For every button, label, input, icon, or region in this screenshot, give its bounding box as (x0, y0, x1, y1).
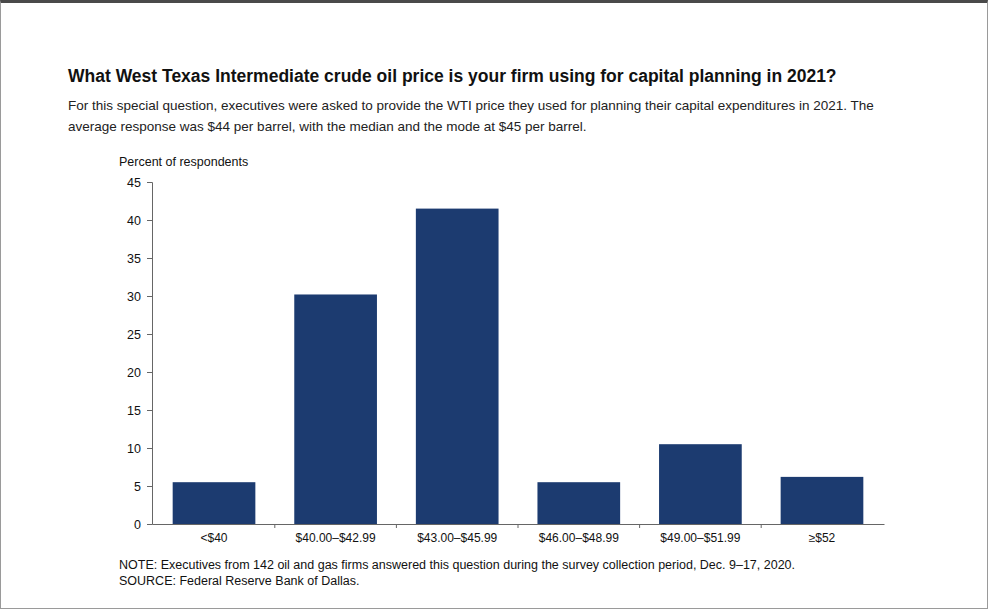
subtitle: average response was $44 per barrel, wit… (68, 119, 587, 134)
x-separator (396, 524, 397, 528)
y-tick-label: 20 (127, 366, 141, 380)
bar (537, 482, 620, 524)
y-tick-label: 15 (127, 404, 141, 418)
bars (173, 209, 864, 524)
y-tick-mark (147, 410, 152, 411)
x-tick-label: <$40 (200, 531, 227, 545)
y-tick-label: 35 (127, 252, 141, 266)
note: NOTE: Executives from 142 oil and gas fi… (119, 558, 795, 572)
x-separator (274, 524, 275, 528)
x-tick: $40.00–$42.99 (296, 524, 376, 545)
title: What West Texas Intermediate crude oil p… (68, 66, 837, 86)
bar (416, 209, 499, 524)
y-axis-line (147, 183, 153, 525)
y-tick: 40 (127, 214, 152, 228)
y-tick-label: 40 (127, 214, 141, 228)
y-tick: 20 (127, 366, 152, 380)
x-tick-label: $49.00–$51.99 (660, 531, 740, 545)
x-separator (761, 524, 762, 528)
y-axis-title: Percent of respondents (119, 155, 248, 169)
x-tick-label: $43.00–$45.99 (417, 531, 497, 545)
y-tick: 35 (127, 252, 152, 266)
y-tick-label: 10 (127, 442, 141, 456)
x-tick: $49.00–$51.99 (660, 524, 740, 545)
x-tick-label: $40.00–$42.99 (296, 531, 376, 545)
y-tick-mark (147, 182, 152, 183)
y-axis: 0 5 10 15 20 25 30 35 40 45 (127, 176, 152, 532)
y-tick: 15 (127, 404, 152, 418)
y-tick-mark (147, 448, 152, 449)
bar (173, 482, 256, 524)
y-tick-mark (147, 524, 152, 525)
bar (781, 477, 864, 524)
y-tick-label: 30 (127, 290, 141, 304)
x-tick-label: $46.00–$48.99 (539, 531, 619, 545)
x-tick: $46.00–$48.99 (539, 524, 619, 545)
subtitle: For this special question, executives we… (68, 98, 874, 113)
chart: What West Texas Intermediate crude oil p… (0, 0, 988, 609)
y-tick: 5 (134, 480, 152, 494)
x-tick-label: ≥$52 (809, 531, 836, 545)
y-tick-mark (147, 334, 152, 335)
y-tick-mark (147, 258, 152, 259)
y-tick: 30 (127, 290, 152, 304)
y-tick-mark (147, 296, 152, 297)
note: SOURCE: Federal Reserve Bank of Dallas. (119, 574, 359, 588)
y-tick-label: 5 (134, 480, 141, 494)
y-tick-label: 25 (127, 328, 141, 342)
bar (294, 294, 377, 524)
bar (659, 444, 742, 524)
y-tick-mark (147, 220, 152, 221)
x-tick: $43.00–$45.99 (417, 524, 497, 545)
x-tick: ≥$52 (809, 524, 836, 545)
y-tick-label: 0 (134, 518, 141, 532)
y-tick: 0 (134, 518, 152, 532)
y-tick-mark (147, 486, 152, 487)
x-separator (639, 524, 640, 528)
x-axis: <$40 $40.00–$42.99 $43.00–$45.99 $46.00–$48… (153, 524, 885, 545)
y-tick: 10 (127, 442, 152, 456)
y-tick-mark (147, 372, 152, 373)
x-separator (518, 524, 519, 528)
y-tick: 25 (127, 328, 152, 342)
y-tick-label: 45 (127, 176, 141, 190)
y-tick: 45 (127, 176, 152, 190)
x-tick: <$40 (200, 524, 227, 545)
